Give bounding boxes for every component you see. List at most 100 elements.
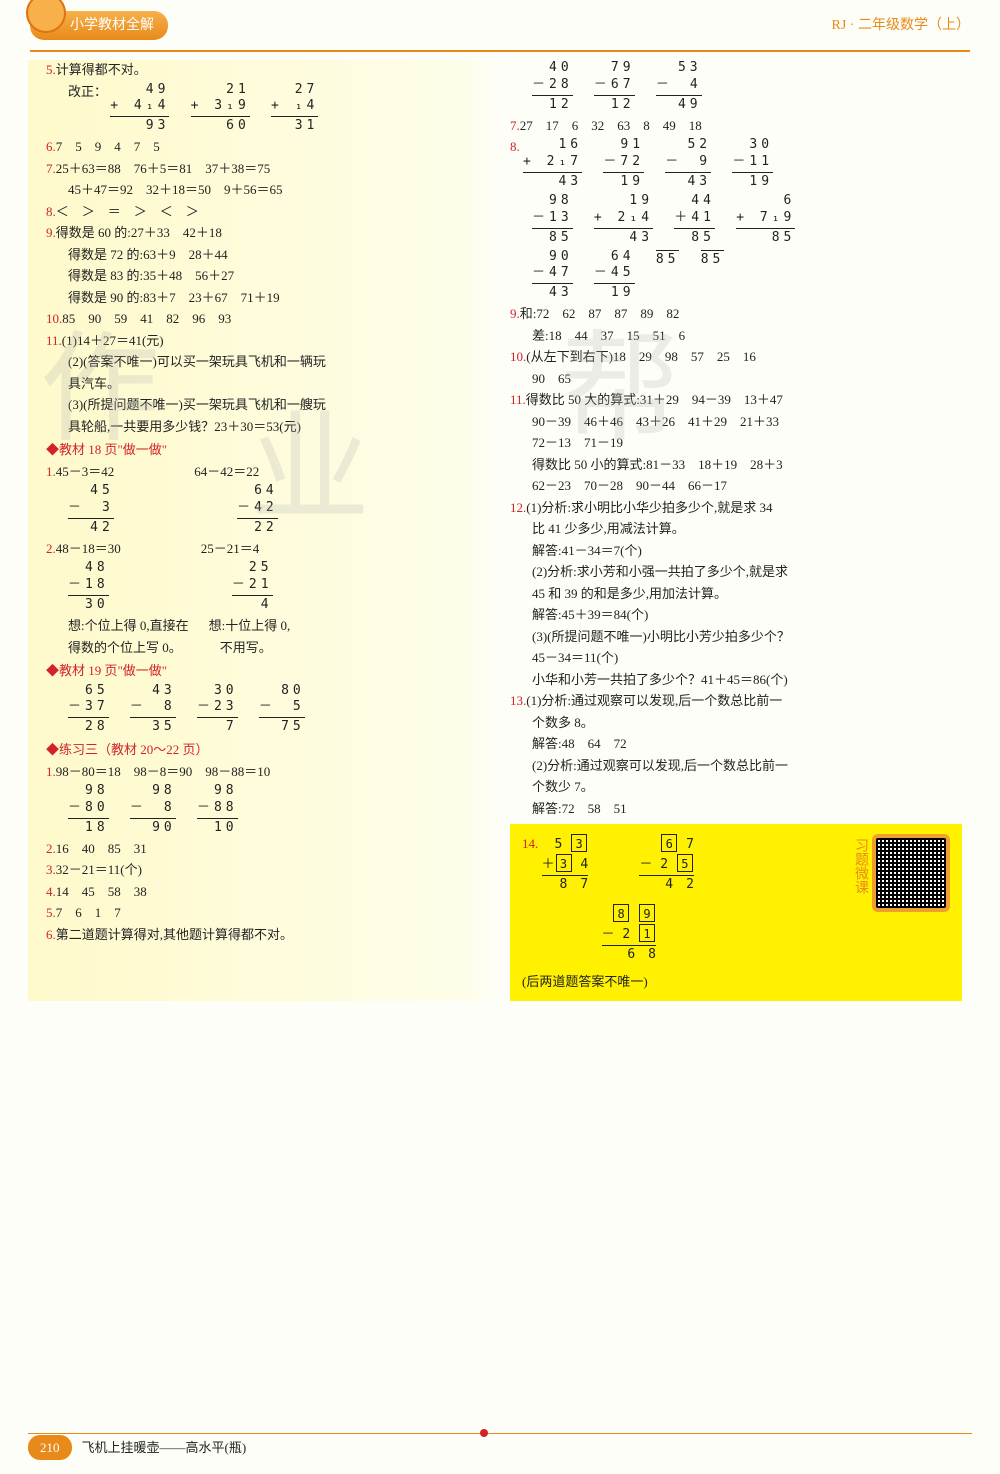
r-q12-p1b: 比 41 少多少,用减法计算。 [532,521,685,536]
vert-calc: 30－237 [197,683,238,737]
vert-calc: 80－ 575 [259,683,305,737]
r-q13-p1a: (1)分析:通过观察可以发现,后一个数总比前一 [526,693,782,708]
calc-a: 40 [532,60,573,77]
calc-b: － 9 [665,154,711,171]
qr-code-icon[interactable] [872,834,950,912]
q10-text: 85 90 59 41 82 96 93 [62,311,231,326]
calc-r: 85 [532,228,573,247]
calc-b: －47 [532,265,573,282]
calc-b: －80 [68,800,109,817]
calc-r: 42 [68,518,114,537]
r-q9-num: 9. [510,306,520,321]
r-q11-l5: 62－23 70－28 90－44 66－17 [532,478,727,493]
r-q9-l1: 和:72 62 87 87 89 82 [520,306,680,321]
r-q12-p1c: 解答:41－34＝7(个) [532,543,642,558]
vert-calc: 98－1385 [532,193,573,247]
vert-calc: 16+ 2₁743 [523,137,582,191]
calc-r: 6 8 [602,945,656,964]
vert-calc: 8 9 － 2 1 6 8 [602,904,656,964]
calc-r: 85 [674,228,715,247]
calc-b: －13 [532,210,573,227]
calc-b: －37 [68,699,109,716]
calc-b: －28 [532,77,573,94]
calc-a: 6 7 [639,834,693,854]
ex3-2-num: 2. [46,841,56,856]
q5-fix-label: 改正： [68,84,107,99]
calc-a: 49 [110,82,169,99]
calc-b: ＋41 [674,210,715,227]
calc-b: －21 [232,577,273,594]
r-q12-p3a: (3)(所提问题不唯一)小明比小芳少拍多少个？ [532,629,790,644]
s18-2-num: 2. [46,541,56,556]
vert-calc: 25－214 [232,560,273,614]
ex3-3: 32－21＝11(个) [56,862,142,877]
q9-l3: 得数是 83 的:35＋48 56＋27 [68,268,234,283]
ex3-3-num: 3. [46,862,56,877]
calc-r: 49 [656,95,702,114]
q7-num: 7. [46,161,56,176]
ex3-2: 16 40 85 31 [56,841,147,856]
vert-calc: 91－7219 [603,137,644,191]
calc-a: 64 [594,249,635,266]
header-right: RJ · 二年级数学（上） [832,15,970,36]
q11-p2a: (2)(答案不唯一)可以买一架玩具飞机和一辆玩 [68,354,326,369]
footer-dot-icon [480,1429,488,1437]
s18-1b: 64－42＝22 [194,464,259,479]
calc-b: －72 [603,154,644,171]
r-q13-num: 13. [510,693,526,708]
calc-r: 43 [665,172,711,191]
right-column: 40－2812 79－6712 53－ 449 7.27 17 6 32 63 … [500,60,972,1001]
vert-calc: 45－ 342 [68,483,114,537]
calc-r: 85 [736,228,795,247]
s18-1a: 45－3＝42 [56,464,115,479]
vert-calc: 6+ 7₁985 [736,193,795,247]
q14-box: 14. 5 3 ＋3 4 8 7 6 7 － 2 5 4 2 8 9 [510,824,962,1001]
vert-calc: 52－ 943 [665,137,711,191]
calc-a: 98 [197,783,238,800]
q11-p3a: (3)(所提问题不唯一)买一架玩具飞机和一艘玩 [68,397,326,412]
calc-r: 12 [594,95,635,114]
vert-calc: 44＋4185 [674,193,715,247]
mascot-icon [26,0,66,33]
r-q11-l2: 90－39 46＋46 43＋26 41＋29 21＋33 [532,414,779,429]
calc-a: 91 [603,137,644,154]
r-q9-l2: 差:18 44 37 15 51 6 [532,328,685,343]
calc-b: － 5 [259,699,305,716]
q10-num: 10. [46,311,62,326]
ex3-6: 第二道题计算得对,其他题计算得都不对。 [56,927,293,942]
calc-b: －88 [197,800,238,817]
calc-b: －11 [732,154,773,171]
s18-2a: 48－18＝30 [56,541,121,556]
calc-a: 27 [271,82,318,99]
calc-a: 30 [732,137,773,154]
calc-a: 5 3 [542,834,589,854]
r-q12-p2b: 45 和 39 的和是多少,用加法计算。 [532,586,727,601]
vert-calc: 6 7 － 2 5 4 2 [639,834,693,894]
ex3-6-num: 6. [46,927,56,942]
calc-r: 7 [197,717,238,736]
vert-calc: 19+ 2₁443 [594,193,653,247]
calc-r: 85 [701,250,725,269]
r-q13-p2b: 个数少 7。 [532,779,594,794]
calc-r: 12 [532,95,573,114]
vert-calc: 64－4519 [594,249,635,303]
calc-b: － 3 [68,500,114,517]
calc-r: 4 2 [639,875,693,894]
calc-r: 31 [271,116,318,135]
section-18: ◆教材 18 页"做一做" [46,440,486,460]
vert-calc: 65－3728 [68,683,109,737]
r-q11-l4: 得数比 50 小的算式:81－33 18＋19 28＋3 [532,457,783,472]
calc-b: + 3₁9 [191,98,250,115]
calc-r: 8 7 [542,875,589,894]
section-ex3: ◆练习三（教材 20～22 页） [46,740,486,760]
qr-block: 习题微课 [872,834,950,912]
r-q11-num: 11. [510,392,526,407]
r-q12-p1a: (1)分析:求小明比小华少拍多少个,就是求 34 [526,500,772,515]
ex3-5: 7 6 1 7 [56,905,121,920]
s18-think-1a: 想:个位上得 0,直接在 [68,618,189,633]
page: 小学教材全解 RJ · 二年级数学（上） 5.计算得都不对。 改正： 49+ 4… [0,0,1000,1474]
page-number: 210 [28,1435,72,1461]
r-q12-p2c: 解答:45＋39＝84(个) [532,607,648,622]
header: 小学教材全解 RJ · 二年级数学（上） [0,0,1000,50]
section-19: ◆教材 19 页"做一做" [46,661,486,681]
